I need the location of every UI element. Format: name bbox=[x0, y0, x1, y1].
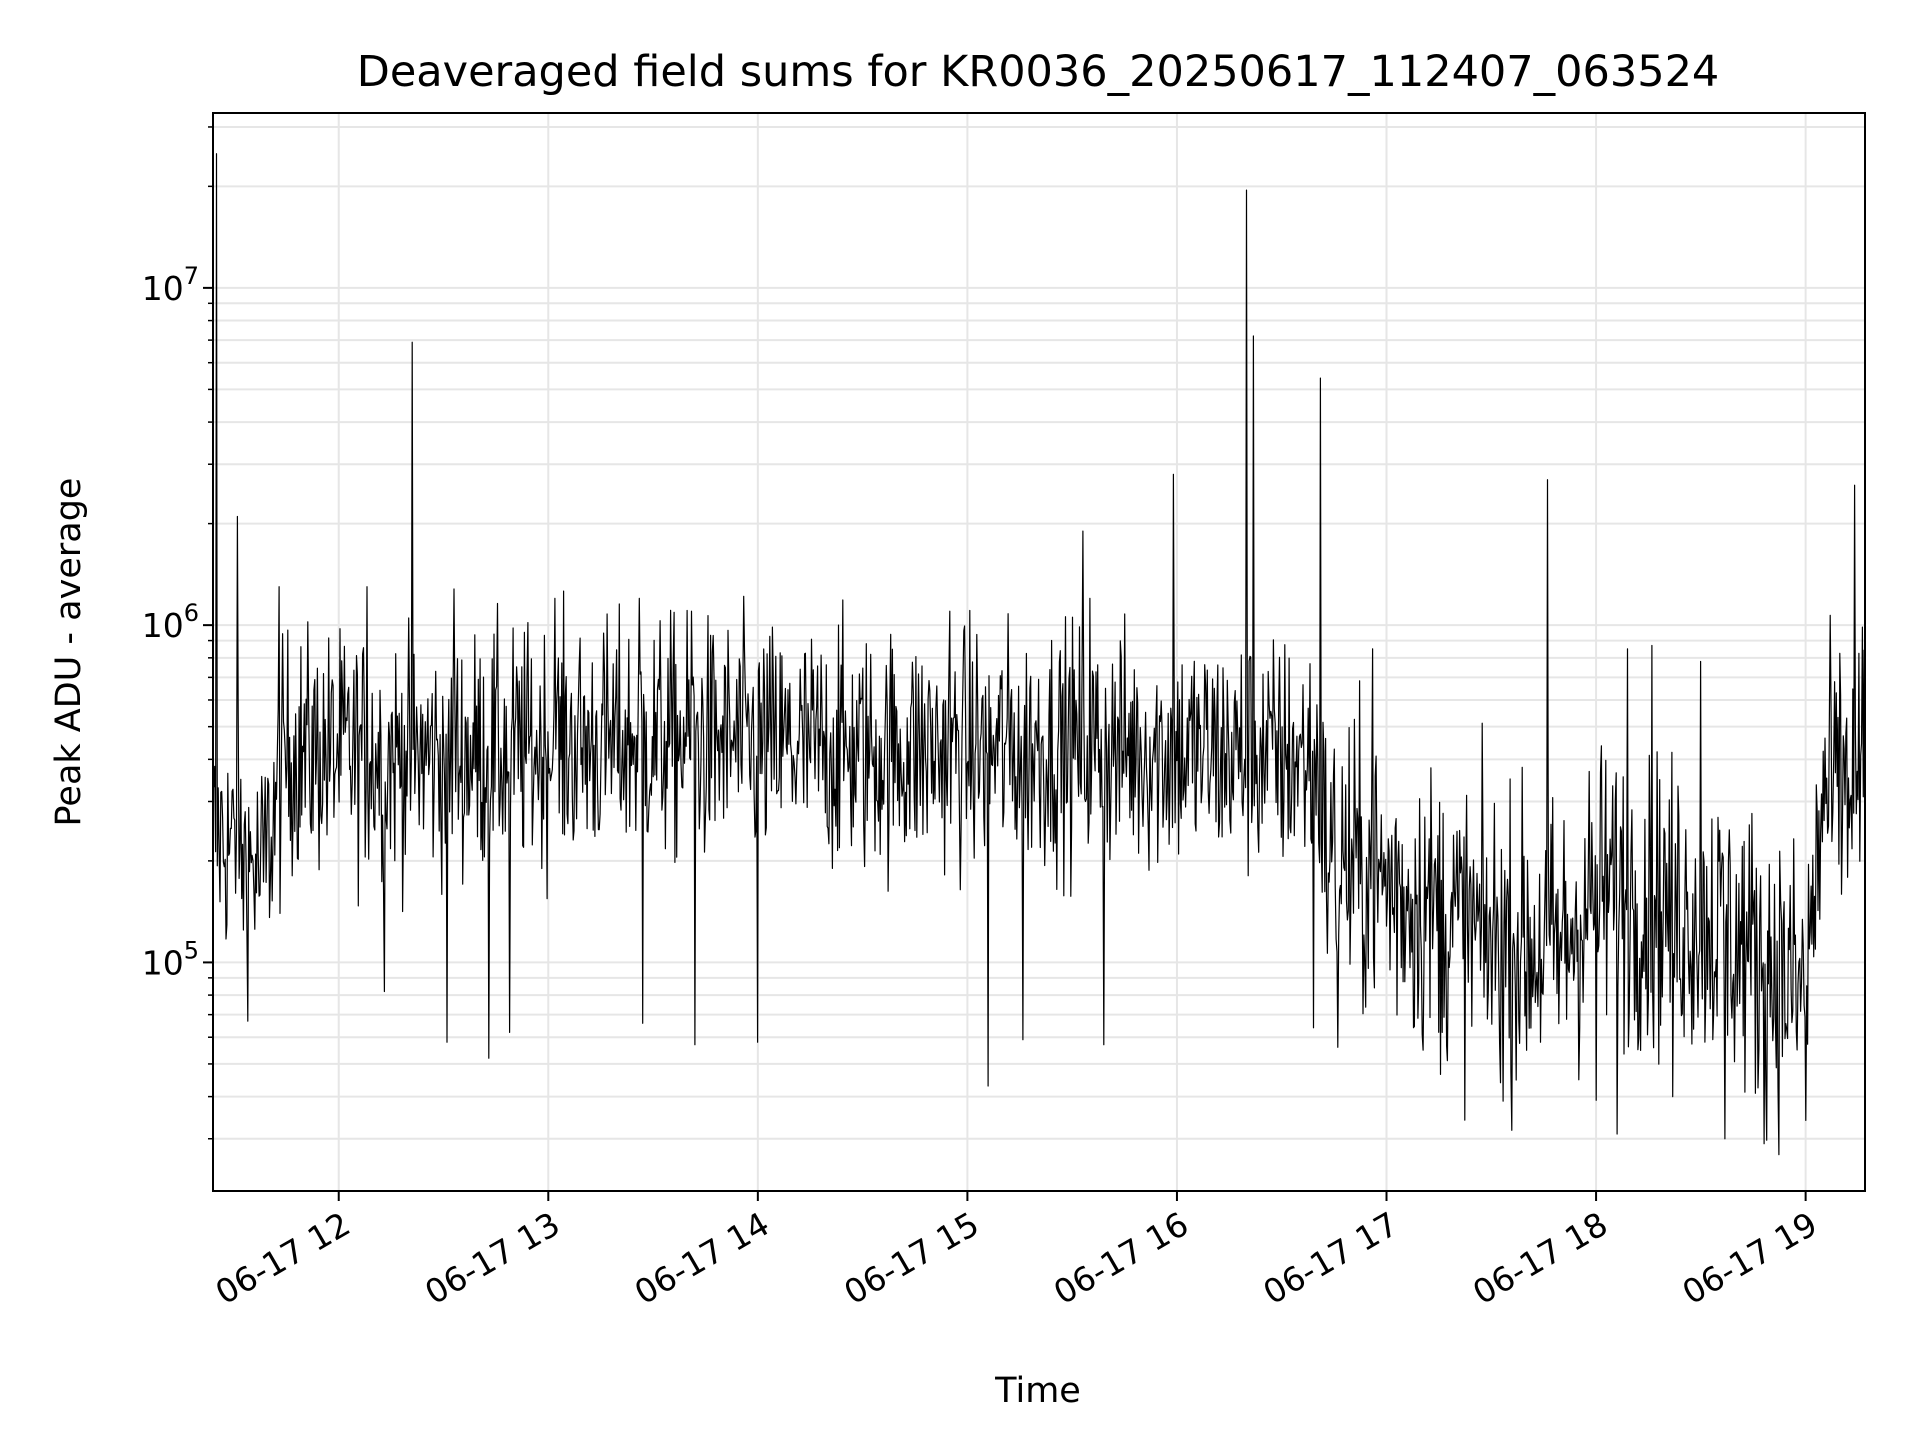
y-axis-label: Peak ADU - average bbox=[49, 478, 89, 827]
y-axis-ticks: 105 106 107 bbox=[142, 126, 213, 1140]
chart-title: Deaveraged field sums for KR0036_2025061… bbox=[357, 47, 1720, 97]
y-tick-label: 105 bbox=[142, 936, 199, 982]
series-path bbox=[212, 153, 1866, 1156]
series-line bbox=[212, 153, 1866, 1156]
plot-frame bbox=[212, 112, 1866, 1192]
x-axis-label: Time bbox=[994, 1371, 1081, 1411]
y-tick-label: 107 bbox=[142, 262, 199, 308]
y-tick-label: 106 bbox=[142, 599, 199, 645]
